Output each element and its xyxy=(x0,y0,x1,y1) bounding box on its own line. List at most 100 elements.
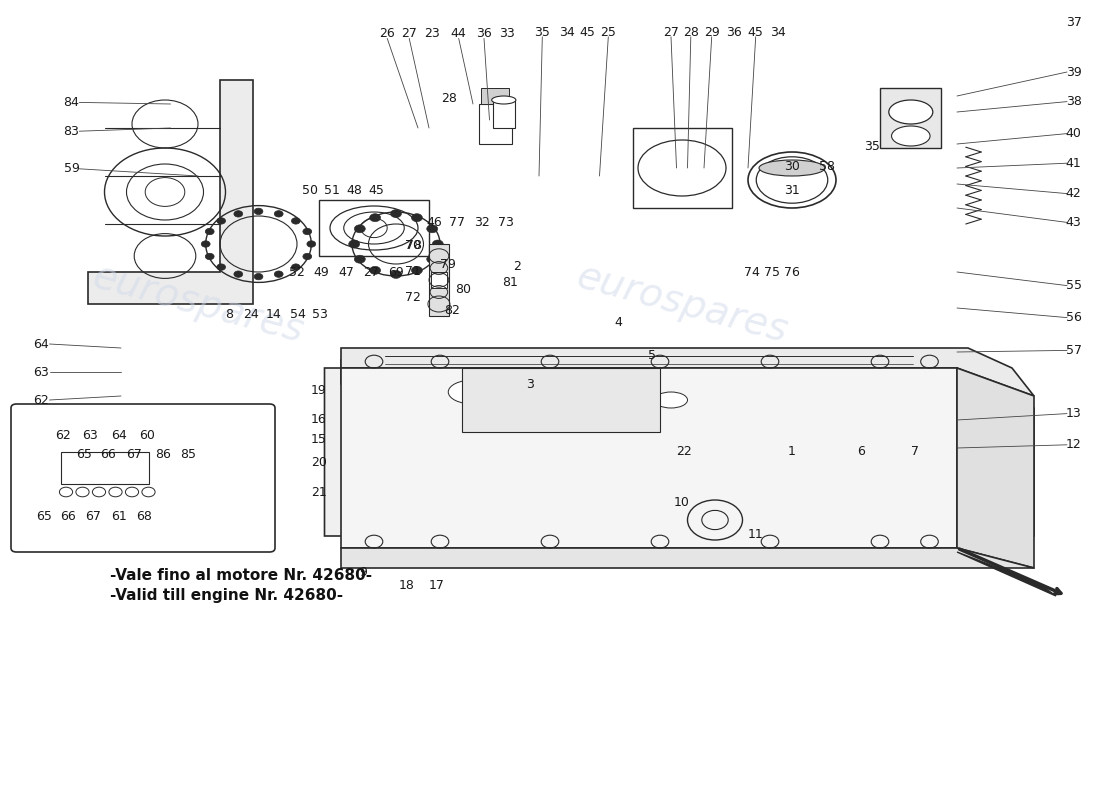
Text: 58: 58 xyxy=(820,160,835,173)
Text: 61: 61 xyxy=(111,510,126,522)
Circle shape xyxy=(307,241,316,247)
Circle shape xyxy=(234,210,243,217)
Text: 30: 30 xyxy=(784,160,800,173)
Text: 8: 8 xyxy=(224,308,233,321)
Ellipse shape xyxy=(759,160,825,176)
Text: 74: 74 xyxy=(745,266,760,278)
Text: 48: 48 xyxy=(346,184,362,197)
Text: 40: 40 xyxy=(1066,127,1081,140)
Ellipse shape xyxy=(638,140,726,196)
Text: 18: 18 xyxy=(399,579,415,592)
Text: 6: 6 xyxy=(857,445,866,458)
Ellipse shape xyxy=(449,380,497,404)
Text: 56: 56 xyxy=(1066,311,1081,324)
Text: 64: 64 xyxy=(111,429,126,442)
Text: 14: 14 xyxy=(266,308,282,321)
Text: 34: 34 xyxy=(770,26,785,38)
Circle shape xyxy=(390,270,402,278)
Text: 66: 66 xyxy=(60,510,76,522)
Ellipse shape xyxy=(330,206,418,250)
Ellipse shape xyxy=(748,152,836,208)
Text: 2: 2 xyxy=(513,260,521,273)
Circle shape xyxy=(292,264,300,270)
Text: 13: 13 xyxy=(1066,407,1081,420)
Text: 65: 65 xyxy=(76,448,91,461)
Text: 50: 50 xyxy=(302,184,318,197)
Text: 36: 36 xyxy=(726,26,741,38)
Text: 1: 1 xyxy=(788,445,796,458)
Circle shape xyxy=(427,255,438,263)
Text: 63: 63 xyxy=(33,366,48,378)
Bar xyxy=(319,200,429,256)
Text: 80: 80 xyxy=(455,283,471,296)
Bar xyxy=(632,128,732,208)
Text: 75: 75 xyxy=(764,266,780,278)
Text: 52: 52 xyxy=(289,266,305,278)
Text: 84: 84 xyxy=(64,96,79,109)
Ellipse shape xyxy=(889,100,933,124)
Text: 77: 77 xyxy=(449,216,464,229)
Text: 7: 7 xyxy=(911,445,920,458)
Text: 27: 27 xyxy=(663,26,679,38)
Text: 53: 53 xyxy=(312,308,328,321)
Text: 82: 82 xyxy=(444,304,460,317)
Text: 81: 81 xyxy=(503,276,518,289)
Text: -Vale fino al motore Nr. 42680-
-Valid till engine Nr. 42680-: -Vale fino al motore Nr. 42680- -Valid t… xyxy=(110,568,372,603)
Text: 85: 85 xyxy=(180,448,196,461)
Text: 5: 5 xyxy=(648,349,657,362)
Text: 38: 38 xyxy=(1066,95,1081,108)
Circle shape xyxy=(254,208,263,214)
Circle shape xyxy=(302,228,311,234)
Text: 35: 35 xyxy=(865,140,880,153)
Text: 23: 23 xyxy=(425,27,440,40)
Text: 26: 26 xyxy=(379,27,395,40)
Circle shape xyxy=(234,271,243,278)
Text: 41: 41 xyxy=(1066,157,1081,170)
Circle shape xyxy=(349,240,360,248)
Text: 42: 42 xyxy=(1066,187,1081,200)
Text: 60: 60 xyxy=(140,429,155,442)
Circle shape xyxy=(274,271,283,278)
Text: 36: 36 xyxy=(476,27,492,40)
Text: 25: 25 xyxy=(601,26,616,38)
Text: 10: 10 xyxy=(674,496,690,509)
Text: 62: 62 xyxy=(33,394,48,406)
Circle shape xyxy=(370,214,381,222)
Text: 69: 69 xyxy=(388,266,404,278)
Polygon shape xyxy=(341,360,1001,384)
Polygon shape xyxy=(88,80,253,304)
Text: 27: 27 xyxy=(402,27,417,40)
Ellipse shape xyxy=(343,212,405,244)
Ellipse shape xyxy=(492,96,516,104)
Circle shape xyxy=(206,254,214,260)
Circle shape xyxy=(411,214,422,222)
Text: 17: 17 xyxy=(429,579,444,592)
Text: 9: 9 xyxy=(359,566,367,579)
Text: 39: 39 xyxy=(1066,66,1081,78)
Text: 22: 22 xyxy=(676,445,692,458)
Text: 73: 73 xyxy=(498,216,514,229)
Text: 35: 35 xyxy=(535,26,550,38)
Text: 68: 68 xyxy=(136,510,152,522)
Text: 54: 54 xyxy=(290,308,306,321)
Text: 43: 43 xyxy=(1066,216,1081,229)
Polygon shape xyxy=(341,368,957,548)
Ellipse shape xyxy=(563,382,603,402)
Circle shape xyxy=(390,210,402,218)
Text: 79: 79 xyxy=(440,258,455,270)
Circle shape xyxy=(217,264,226,270)
Text: 83: 83 xyxy=(64,125,79,138)
Text: 71: 71 xyxy=(405,265,420,278)
Text: 32: 32 xyxy=(474,216,490,229)
Polygon shape xyxy=(957,368,1034,568)
Text: 63: 63 xyxy=(82,429,98,442)
Polygon shape xyxy=(324,368,1034,536)
Bar xyxy=(493,100,515,128)
Bar xyxy=(481,88,509,104)
Circle shape xyxy=(206,228,214,234)
Text: 44: 44 xyxy=(451,27,466,40)
Text: 78: 78 xyxy=(406,239,421,252)
Text: 49: 49 xyxy=(314,266,329,278)
FancyBboxPatch shape xyxy=(11,404,275,552)
Text: 64: 64 xyxy=(33,338,48,350)
